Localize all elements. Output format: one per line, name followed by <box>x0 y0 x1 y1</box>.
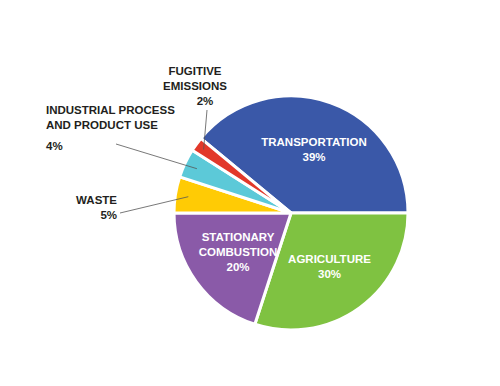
slice-label-line: FUGITIVE <box>168 65 221 77</box>
slice-label: WASTE <box>76 194 117 206</box>
slice-label-line: WASTE <box>76 194 117 206</box>
labels: TRANSPORTATION 39% AGRICULTURE 30% STATIONAR… <box>46 65 371 280</box>
slice-label-line: STATIONARY <box>202 231 275 243</box>
slice-label-line: EMISSIONS <box>163 80 227 92</box>
data-label: 2% <box>197 95 214 107</box>
leader-line <box>204 110 207 150</box>
leader-line <box>120 197 188 213</box>
slice-label: FUGITIVE EMISSIONS <box>163 65 227 92</box>
slice-label: STATIONARY COMBUSTION <box>199 231 278 258</box>
pie-slice <box>174 213 291 324</box>
slice-label: TRANSPORTATION <box>261 136 367 148</box>
data-label: 4% <box>46 140 63 152</box>
slices <box>174 96 408 330</box>
data-label: 20% <box>226 261 249 273</box>
data-label: 39% <box>302 151 325 163</box>
slice-label-line: TRANSPORTATION <box>261 136 367 148</box>
slice-label-line: AND PRODUCT USE <box>46 119 158 131</box>
slice-label-line: AGRICULTURE <box>288 253 371 265</box>
leader-line <box>116 144 197 169</box>
pie-slice <box>192 138 291 213</box>
slice-label-line: INDUSTRIAL PROCESS <box>46 104 175 116</box>
slice-label: INDUSTRIAL PROCESS AND PRODUCT USE <box>46 104 175 131</box>
slice-label-line: COMBUSTION <box>199 246 278 258</box>
data-label: 30% <box>318 268 341 280</box>
chart-root: TRANSPORTATION 39% AGRICULTURE 30% STATIONAR… <box>0 0 500 386</box>
data-label: 5% <box>100 209 117 221</box>
slice-label: AGRICULTURE <box>288 253 371 265</box>
